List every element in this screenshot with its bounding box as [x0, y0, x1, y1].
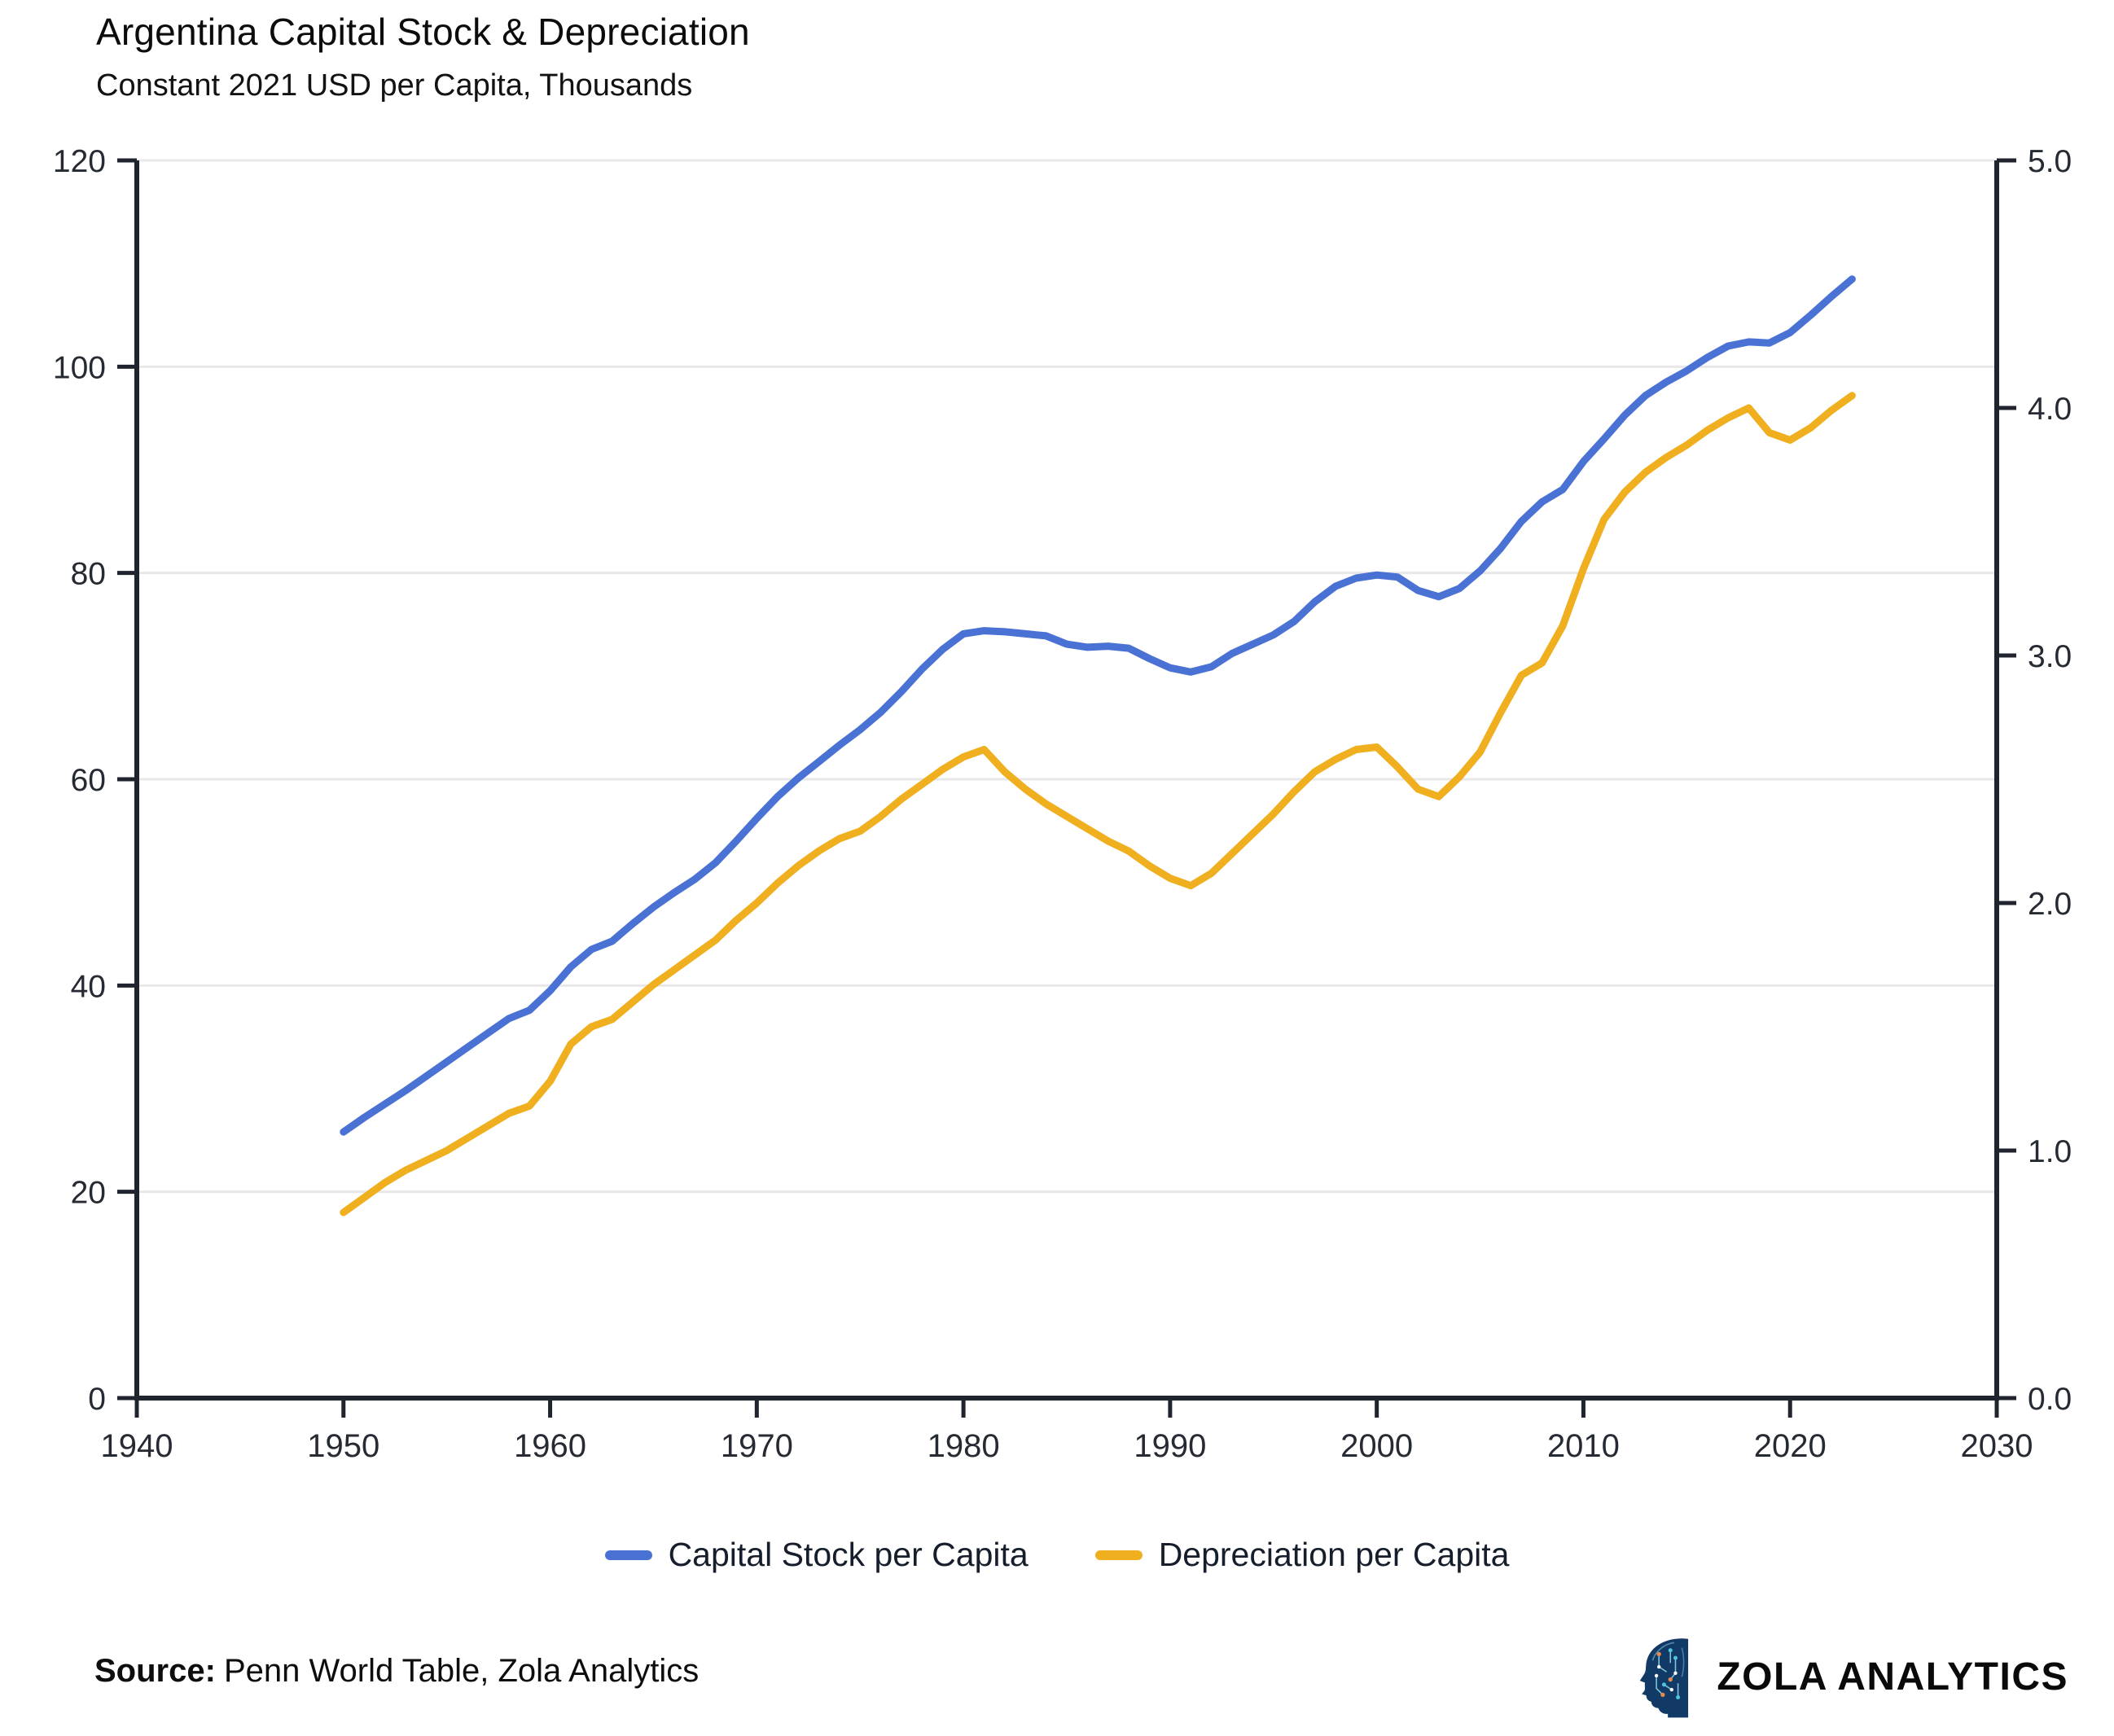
legend-label-capital-stock: Capital Stock per Capita	[668, 1536, 1028, 1573]
x-tick-label-2010: 2010	[1547, 1428, 1620, 1464]
y-left-tick-label-60: 60	[71, 763, 106, 798]
legend: Capital Stock per Capita Depreciation pe…	[0, 1536, 2114, 1574]
legend-item-depreciation: Depreciation per Capita	[1094, 1536, 1510, 1574]
y-left-tick-label-100: 100	[53, 350, 106, 385]
page-title: Argentina Capital Stock & Depreciation	[96, 11, 750, 53]
source-note: Source: Penn World Table, Zola Analytics	[94, 1653, 699, 1690]
x-tick-label-1970: 1970	[721, 1428, 793, 1464]
y-right-tick-label-5: 5.0	[2028, 144, 2072, 179]
y-left-tick-label-120: 120	[53, 144, 106, 179]
y-left-tick-label-0: 0	[88, 1382, 106, 1417]
y-left-tick-label-40: 40	[71, 969, 106, 1004]
legend-item-capital-stock: Capital Stock per Capita	[604, 1536, 1028, 1574]
capital-stock-swatch-icon	[604, 1550, 652, 1560]
series-depreciation-line	[340, 392, 1856, 1217]
y-right-tick-label-4: 4.0	[2028, 392, 2072, 427]
y-right-tick-label-3: 3.0	[2028, 639, 2072, 674]
x-tick-label-1990: 1990	[1134, 1428, 1206, 1464]
x-tick-label-1980: 1980	[928, 1428, 1000, 1464]
x-tick-label-1950: 1950	[307, 1428, 379, 1464]
zola-head-logo-icon	[1640, 1638, 1689, 1718]
legend-label-depreciation: Depreciation per Capita	[1158, 1536, 1510, 1573]
x-tick-label-1960: 1960	[514, 1428, 586, 1464]
x-tick-label-2000: 2000	[1340, 1428, 1413, 1464]
depreciation-swatch-icon	[1094, 1550, 1143, 1560]
page-subtitle: Constant 2021 USD per Capita, Thousands	[96, 68, 693, 103]
x-tick-label-1940: 1940	[101, 1428, 173, 1464]
y-right-tick-label-0: 0.0	[2028, 1382, 2072, 1417]
brand-block: ZOLA ANALYTICS	[1634, 1635, 2068, 1719]
y-right-tick-label-2: 2.0	[2028, 887, 2072, 922]
x-tick-label-2030: 2030	[1961, 1428, 2033, 1464]
y-left-tick-label-20: 20	[71, 1176, 106, 1211]
x-tick-label-2020: 2020	[1754, 1428, 1827, 1464]
series-capital-stock-line	[340, 275, 1856, 1136]
source-label: Source:	[94, 1653, 216, 1689]
y-left-tick-label-80: 80	[71, 557, 106, 592]
source-text: Penn World Table, Zola Analytics	[223, 1653, 700, 1689]
y-right-tick-label-1: 1.0	[2028, 1134, 2072, 1169]
brand-name: ZOLA ANALYTICS	[1717, 1655, 2068, 1699]
